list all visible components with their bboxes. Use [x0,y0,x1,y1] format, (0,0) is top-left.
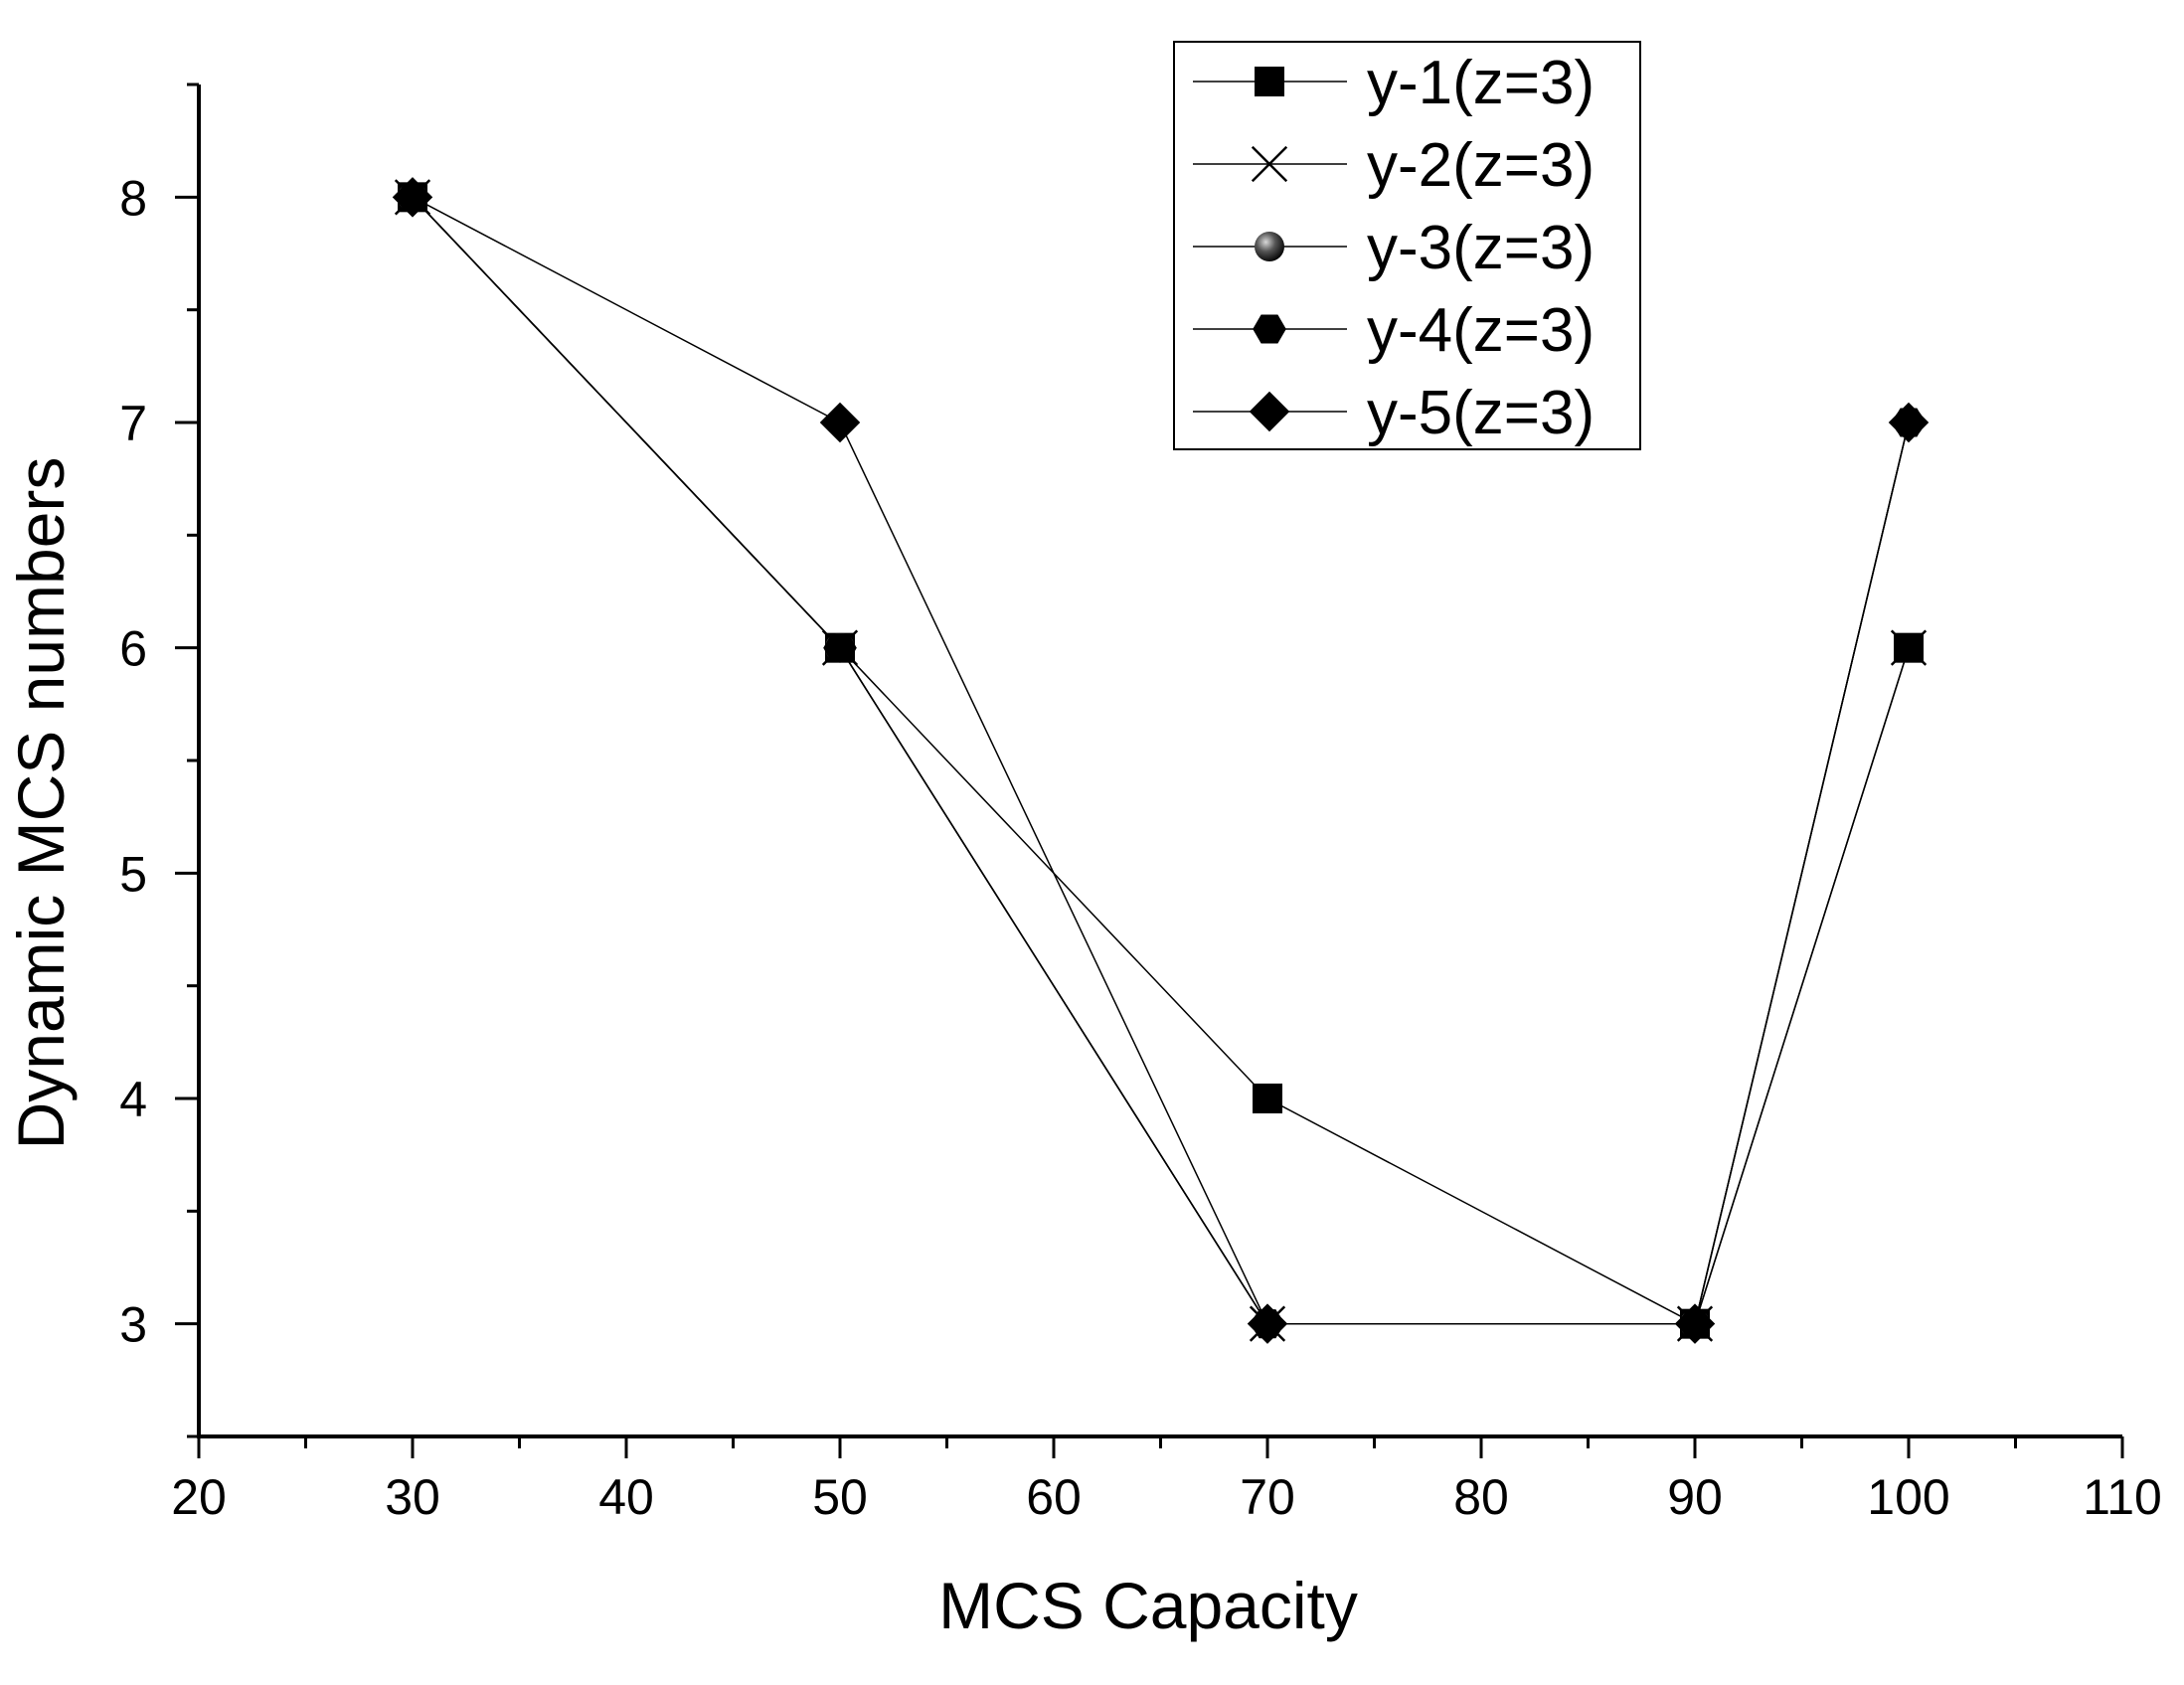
legend-label: y-1(z=3) [1367,49,1595,117]
legend-item-5: y-5(z=3) [1193,379,1595,447]
legend-item-1: y-1(z=3) [1193,49,1595,117]
y-tick-label: 3 [119,1297,147,1353]
x-tick-label: 80 [1453,1469,1509,1525]
series-markers-5 [392,177,1930,1344]
legend-marker [1255,232,1284,261]
series-markers [392,177,1930,1344]
legend-label: y-2(z=3) [1367,131,1595,200]
legend-marker [1253,314,1286,344]
y-tick-label: 5 [119,846,147,902]
x-tick-label: 90 [1667,1469,1723,1525]
marker-x-stroke [1251,145,1288,183]
legend-marker [1249,391,1290,432]
y-tick-label: 7 [119,396,147,451]
x-tick-label: 60 [1026,1469,1082,1525]
y-axis-ticks: 3 4 5 6 7 8 [119,83,199,1438]
legend-item-2: y-2(z=3) [1193,131,1595,200]
data-point [819,402,861,443]
data-point [1674,1303,1716,1344]
legend-label: y-4(z=3) [1367,296,1595,365]
x-tick-label: 30 [385,1469,440,1525]
legend-item-3: y-3(z=3) [1193,214,1595,282]
legend-item-4: y-4(z=3) [1193,296,1595,365]
x-tick-label: 110 [2083,1469,2162,1525]
marker-x-stroke [1890,629,1928,666]
legend-box [1173,41,1641,450]
x-axis-title: MCS Capacity [938,1569,1358,1642]
legend-marker [1255,67,1284,96]
x-tick-label: 40 [598,1469,654,1525]
data-point [1247,1303,1288,1344]
y-axis-title: Dynamic MCS numbers [4,457,78,1150]
x-tick-label: 50 [812,1469,868,1525]
y-tick-label: 8 [119,170,147,226]
y-tick-label: 4 [119,1072,147,1127]
legend: y-1(z=3) y-2(z=3) y-3(z=3) y-4(z=3) y-5(z=3) [1173,41,1641,450]
x-axis-ticks: 20 30 40 50 60 70 80 90 100 110 [171,1436,2162,1525]
x-tick-label: 70 [1240,1469,1295,1525]
y-tick-label: 6 [119,621,147,677]
data-point [823,633,857,663]
x-tick-label: 20 [171,1469,227,1525]
data-point [1888,402,1930,443]
x-tick-label: 100 [1867,1469,1949,1525]
legend-marker [1251,145,1288,183]
data-point [1253,1084,1282,1113]
data-point [1890,629,1928,666]
data-point [392,177,433,218]
legend-label: y-3(z=3) [1367,214,1595,282]
legend-label: y-5(z=3) [1367,379,1595,447]
